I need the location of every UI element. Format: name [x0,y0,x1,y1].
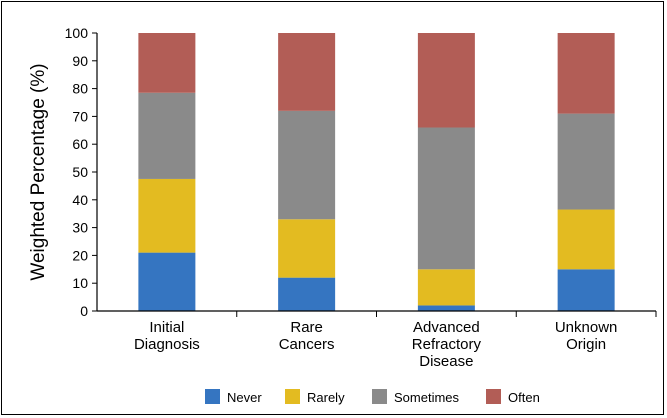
bar-segment-sometimes-3 [557,113,615,210]
y-tick-label: 60 [72,136,88,152]
x-category-label-line: Advanced [413,319,480,336]
bar-segment-rarely-1 [278,219,336,278]
y-tick-label: 20 [72,247,88,263]
bars-group [138,33,615,311]
x-category-label-line: Cancers [279,336,335,353]
x-category-label: Unknown Origin [555,319,618,353]
legend-label-often: Often [508,390,540,405]
x-category-label-line: Disease [419,353,473,370]
x-category-label: Advanced Refractory Disease [412,319,482,370]
x-category-label-line: Refractory [412,336,482,353]
x-category-label-line: Rare [290,319,323,336]
y-tick-label: 30 [72,220,88,236]
legend-swatch-never [205,389,220,404]
x-category-label: Rare Cancers [279,319,335,353]
legend-swatch-often [486,389,501,404]
y-tick-label: 80 [72,81,88,97]
x-category-label-line: Diagnosis [134,336,200,353]
x-category-label: Initial Diagnosis [134,319,200,353]
bar-segment-never-1 [278,277,336,311]
bar-segment-rarely-2 [417,269,475,306]
x-category-label-line: Unknown [555,319,618,336]
bar-segment-never-0 [138,252,196,311]
bar-segment-sometimes-1 [278,110,336,220]
legend-label-rarely: Rarely [307,390,345,405]
y-tick-label: 0 [80,303,88,319]
y-ticks-group: 0 10 20 30 40 50 60 70 80 90 100 [65,25,97,319]
bar-segment-never-3 [557,269,615,311]
legend-swatch-sometimes [372,389,387,404]
y-tick-label: 50 [72,164,88,180]
bar-segment-often-2 [417,33,475,128]
legend-label-never: Never [227,390,262,405]
bar-segment-often-1 [278,33,336,111]
legend: Never Rarely Sometimes Often [205,389,540,405]
y-tick-label: 40 [72,192,88,208]
legend-swatch-rarely [285,389,300,404]
legend-label-sometimes: Sometimes [394,390,460,405]
bar-segment-often-0 [138,33,196,93]
bar-segment-sometimes-2 [417,127,475,270]
y-tick-label: 70 [72,108,88,124]
y-axis-label: Weighted Percentage (%) [28,63,49,280]
bar-segment-sometimes-0 [138,92,196,179]
x-category-label-line: Origin [566,336,606,353]
bar-segment-often-3 [557,33,615,114]
y-tick-label: 10 [72,275,88,291]
x-category-label-line: Initial [149,319,184,336]
y-tick-label: 100 [65,25,89,41]
bar-segment-never-2 [417,305,475,311]
bar-segment-rarely-3 [557,209,615,270]
y-tick-label: 90 [72,53,88,69]
x-labels-group: Initial Diagnosis Rare Cancers Advanced Refra… [134,319,617,370]
bar-segment-rarely-0 [138,178,196,253]
